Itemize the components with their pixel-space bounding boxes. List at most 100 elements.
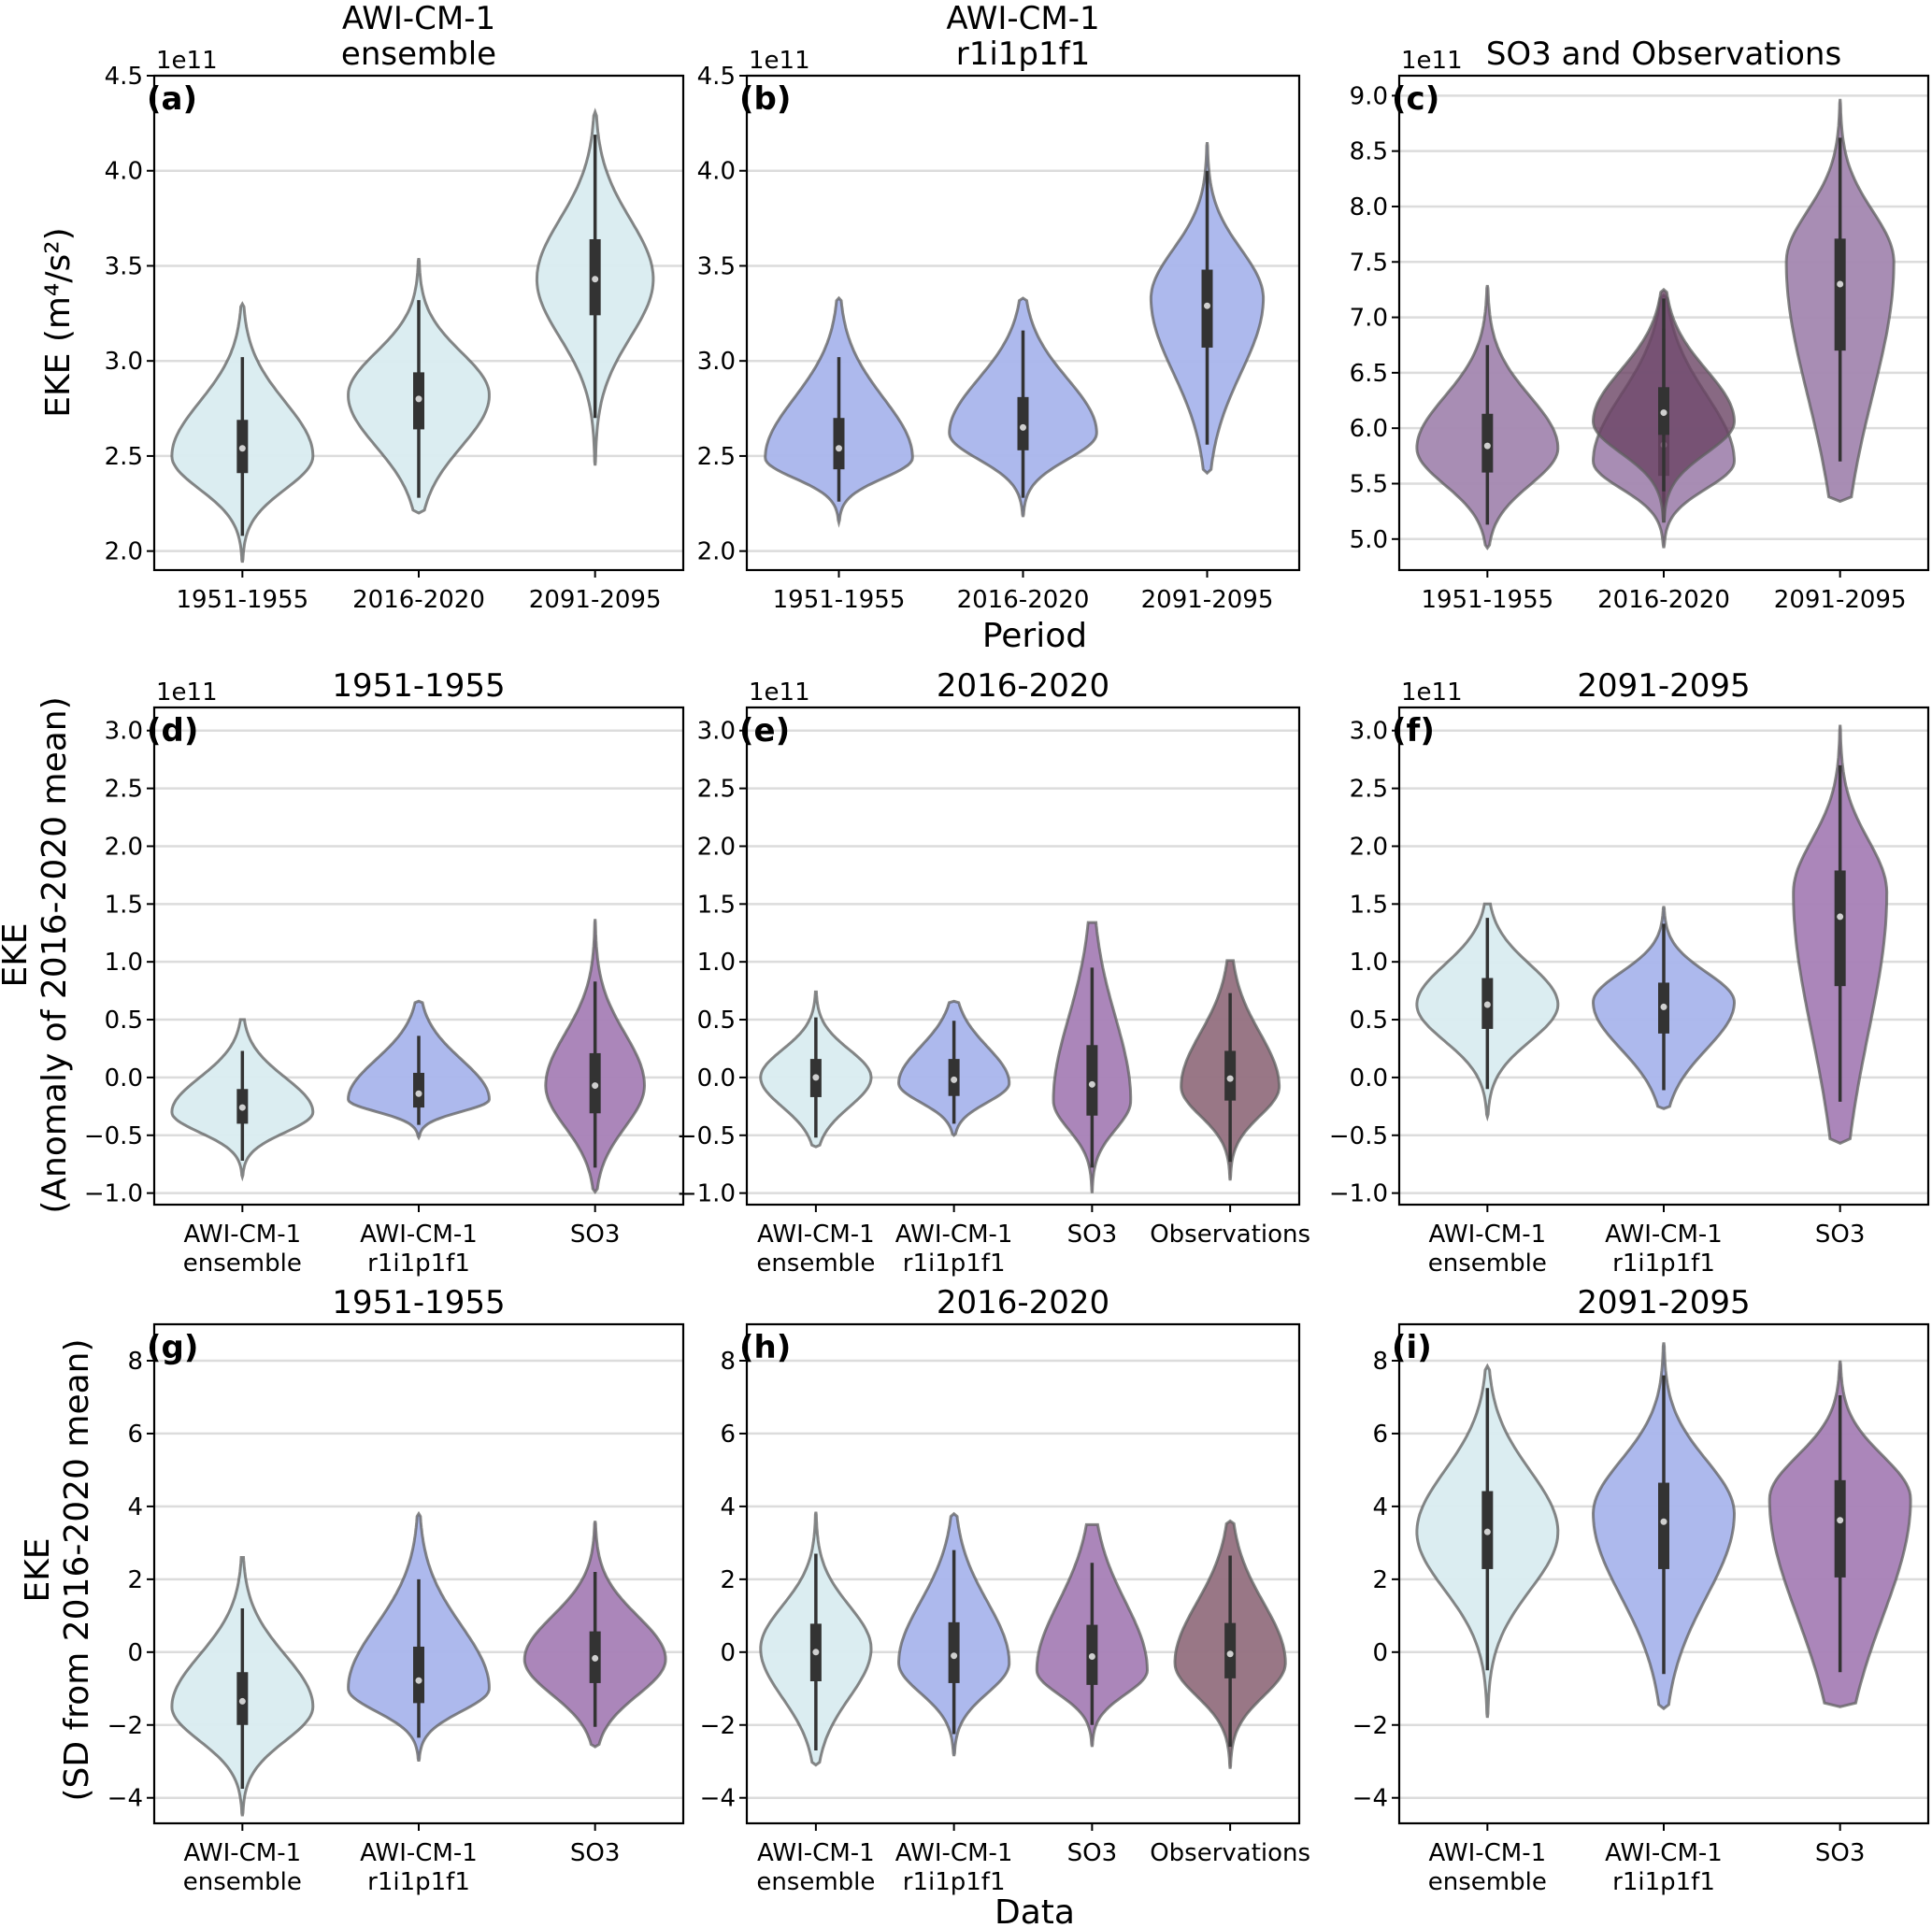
ytick-label: 8.0 — [1350, 193, 1388, 221]
ytick-label: 8 — [127, 1348, 143, 1376]
xtick-label: AWI-CM-1 — [1429, 1221, 1547, 1249]
xtick-label: 2091-2095 — [1141, 586, 1274, 614]
violin-median-marker — [951, 1652, 958, 1660]
row1-xlabel: Period — [982, 617, 1087, 655]
panel-letter: (h) — [739, 1329, 791, 1366]
violin-median-marker — [1226, 1650, 1234, 1658]
panel-letter: (d) — [147, 712, 198, 750]
ytick-label: 3.0 — [105, 718, 143, 746]
ytick-label: −0.5 — [677, 1122, 736, 1150]
violin-iqr-box — [1017, 396, 1029, 450]
xtick-label: r1i1p1f1 — [903, 1250, 1006, 1278]
panel-title: 2091-2095 — [1577, 667, 1750, 705]
panel-title: AWI-CM-1 — [946, 0, 1099, 37]
panel-title: 2091-2095 — [1577, 1284, 1750, 1321]
ytick-label: 2.5 — [697, 443, 736, 471]
ytick-label: 1.5 — [697, 891, 736, 919]
ytick-label: −4 — [700, 1785, 736, 1813]
ytick-label: −1.0 — [1329, 1180, 1388, 1208]
violin-iqr-box — [1834, 870, 1846, 987]
ytick-label: 2 — [1372, 1566, 1388, 1594]
violin-median-marker — [1020, 423, 1026, 431]
xtick-label: AWI-CM-1 — [895, 1839, 1013, 1867]
violin-iqr-box — [413, 1072, 424, 1108]
row3-ylabel-line2: (SD from 2016-2020 mean) — [58, 1338, 96, 1801]
panel-title: ensemble — [341, 36, 496, 73]
panel-title: 2016-2020 — [937, 667, 1109, 705]
ytick-label: 2.5 — [105, 443, 143, 471]
panel-letter: (e) — [739, 712, 790, 750]
ytick-label: 0 — [127, 1639, 143, 1667]
panel-title: r1i1p1f1 — [956, 36, 1091, 73]
xtick-label: SO3 — [570, 1839, 621, 1867]
ytick-label: 2.0 — [697, 538, 736, 566]
xtick-label: Observations — [1150, 1221, 1310, 1249]
row3-xlabel: Data — [995, 1893, 1075, 1928]
ytick-label: 4 — [1372, 1493, 1388, 1521]
xtick-label: 1951-1955 — [1421, 586, 1553, 614]
ytick-label: −1.0 — [677, 1180, 736, 1208]
ytick-label: 1.0 — [105, 949, 143, 977]
panel-a: 2.0 2.5 3.0 3.5 4.0 4.5 1951-1955 2016-2020 2091… — [105, 0, 685, 614]
panel-title: 1951-1955 — [332, 667, 505, 705]
panel-f: −1.0−0.50.00.51.01.52.02.53.0AWI-CM-1ens… — [1329, 667, 1930, 1278]
axis-offset-label: 1e11 — [1401, 678, 1463, 707]
panel-letter: (g) — [147, 1329, 198, 1366]
ytick-label: 2.0 — [697, 833, 736, 861]
ytick-label: 6 — [1372, 1421, 1388, 1449]
violin-median-marker — [951, 1076, 958, 1083]
axis-offset-label: 1e11 — [749, 47, 810, 75]
violin-median-marker — [1660, 1003, 1667, 1010]
xtick-label: SO3 — [1815, 1839, 1866, 1867]
panel-i: −4−202468AWI-CM-1ensembleAWI-CM-1r1i1p1f… — [1352, 1284, 1930, 1896]
ytick-label: 0.0 — [697, 1064, 736, 1093]
xtick-label: AWI-CM-1 — [360, 1839, 478, 1867]
violin-iqr-box — [1086, 1045, 1098, 1116]
xtick-label: r1i1p1f1 — [1612, 1868, 1715, 1896]
panel-c: 5.0 5.5 6.0 6.5 7.0 7.5 8.0 8.5 9.0 1951-1955 2016… — [1350, 36, 1930, 614]
ytick-label: 2.0 — [1350, 833, 1388, 861]
ytick-label: 0.0 — [1350, 1064, 1388, 1093]
xtick-label: 2091-2095 — [529, 586, 662, 614]
ytick-label: −2 — [107, 1712, 143, 1740]
xtick-label: ensemble — [183, 1868, 302, 1896]
ytick-label: −0.5 — [1329, 1122, 1388, 1150]
xtick-label: SO3 — [1067, 1221, 1118, 1249]
violin-iqr-box — [1224, 1622, 1237, 1678]
xtick-label: AWI-CM-1 — [184, 1839, 302, 1867]
xtick-label: 2016-2020 — [1597, 586, 1730, 614]
row1-ylabel: EKE (m⁴/s²) — [39, 227, 78, 417]
ytick-label: 8 — [720, 1348, 736, 1376]
axis-offset-label: 1e11 — [156, 47, 218, 75]
violin-median-marker — [1088, 1080, 1095, 1088]
xtick-label: SO3 — [1067, 1839, 1118, 1867]
violin-median-marker — [415, 1677, 422, 1684]
ytick-label: −1.0 — [84, 1180, 143, 1208]
violin-median-marker — [592, 1654, 599, 1662]
xtick-label: r1i1p1f1 — [1612, 1250, 1715, 1278]
panel-d: −1.0−0.50.00.51.01.52.02.53.0AWI-CM-1ens… — [84, 667, 685, 1278]
xtick-label: AWI-CM-1 — [895, 1221, 1013, 1249]
xtick-label: 1951-1955 — [176, 586, 308, 614]
xtick-label: Observations — [1150, 1839, 1310, 1867]
axis-offset-label: 1e11 — [749, 678, 810, 707]
ytick-label: 2.0 — [105, 538, 143, 566]
panel-title: 2016-2020 — [937, 1284, 1109, 1321]
ytick-label: 6 — [720, 1421, 736, 1449]
violin-median-marker — [1837, 913, 1844, 921]
row2-ylabel-line2: (Anomaly of 2016-2020 mean) — [36, 696, 74, 1213]
ytick-label: −2 — [700, 1712, 736, 1740]
violin-iqr-box — [413, 1646, 424, 1704]
ytick-label: 5.0 — [1350, 526, 1388, 554]
ytick-label: 3.5 — [697, 252, 736, 280]
panel-h: −4−202468AWI-CM-1ensembleAWI-CM-1r1i1p1f… — [700, 1284, 1310, 1896]
violin-median-marker — [238, 1104, 246, 1111]
panel-letter: (i) — [1392, 1329, 1432, 1366]
violin-median-marker — [1088, 1652, 1095, 1660]
xtick-label: SO3 — [570, 1221, 621, 1249]
ytick-label: 4 — [127, 1493, 143, 1521]
xtick-label: 2091-2095 — [1774, 586, 1907, 614]
ytick-label: 2.0 — [105, 833, 143, 861]
panel-g: −4−202468AWI-CM-1ensembleAWI-CM-1r1i1p1f… — [107, 1284, 685, 1896]
violin-median-marker — [1837, 280, 1844, 288]
